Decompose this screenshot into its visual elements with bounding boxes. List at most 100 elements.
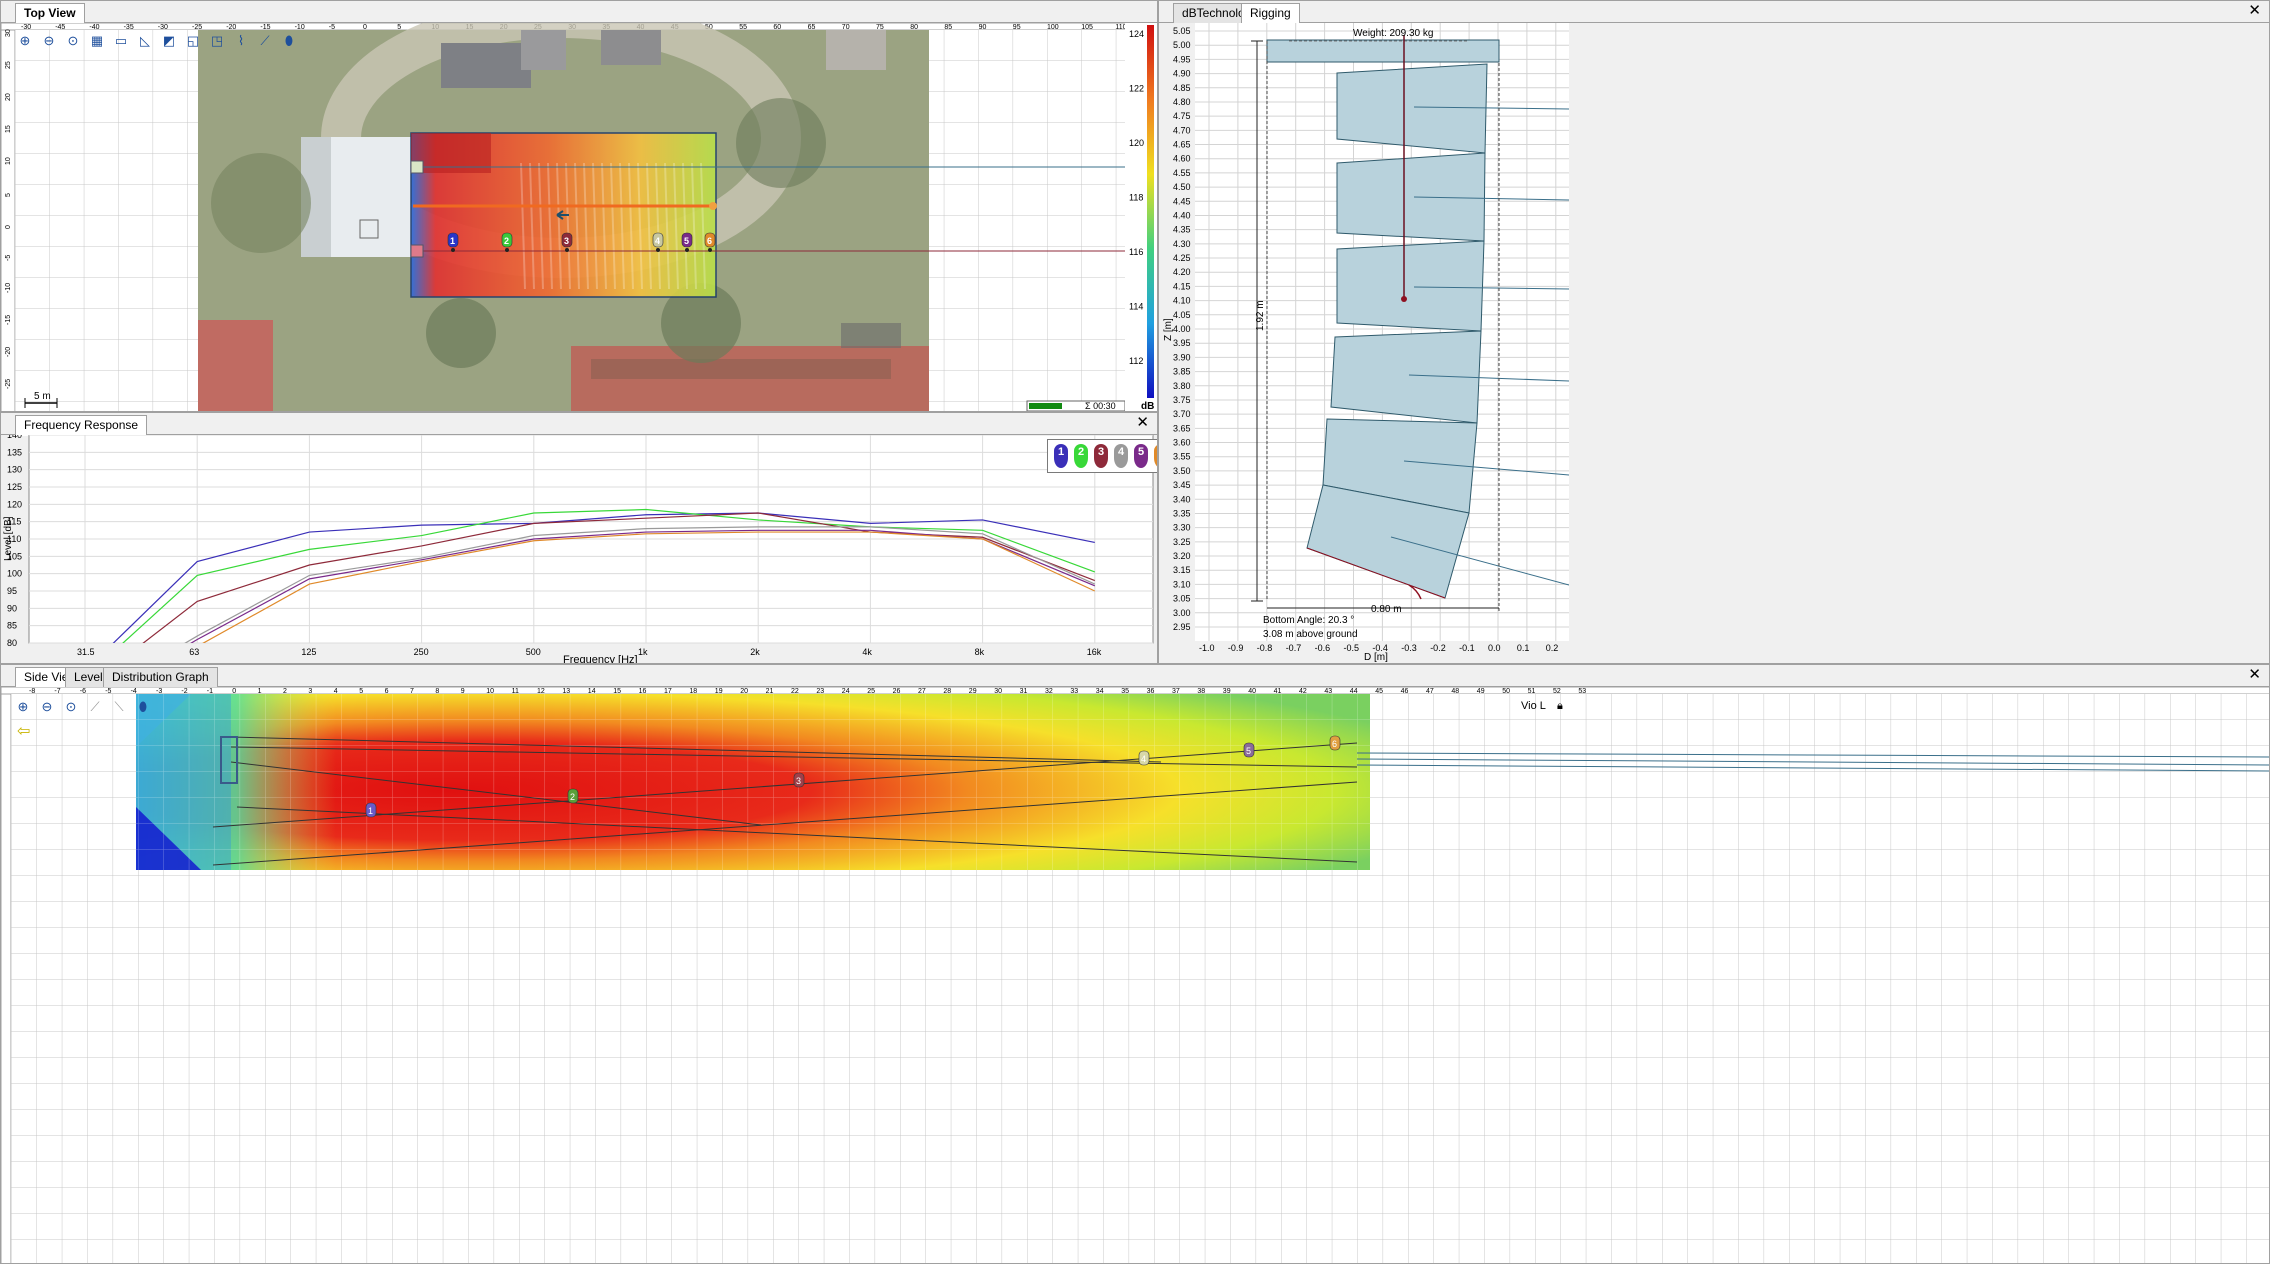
legend-receiver-2[interactable]: 2 xyxy=(1074,444,1088,468)
side-receiver-label: 4 xyxy=(1141,754,1146,764)
shape-tool-icon[interactable]: ◩ xyxy=(162,33,176,48)
receiver-marker: 1 xyxy=(447,232,459,252)
y-tick-label: 100 xyxy=(7,569,22,579)
series-line xyxy=(112,512,1095,643)
ruler-tick-label: 0 xyxy=(363,24,367,31)
side-zoom-fit-icon[interactable]: ⊙ xyxy=(65,699,77,714)
origin-marker-icon xyxy=(359,219,379,239)
side-view-receivers[interactable]: 1 2 3 4 5 6 xyxy=(365,735,1341,818)
grid-toggle-icon[interactable]: ▦ xyxy=(90,33,104,48)
side-chart-icon[interactable]: ⟋ xyxy=(90,699,100,714)
ruler-tick-label: 20 xyxy=(740,688,748,695)
y-tick-label: 90 xyxy=(7,603,17,613)
z-tick-label: 3.35 xyxy=(1173,508,1191,518)
ruler-tick-label: 49 xyxy=(1477,688,1485,695)
legend-receiver-3[interactable]: 3 xyxy=(1094,444,1108,468)
d-tick-label: -0.8 xyxy=(1257,643,1273,653)
z-tick-label: 3.25 xyxy=(1173,537,1191,547)
d-tick-label: 0.1 xyxy=(1517,643,1530,653)
x-tick-label: 500 xyxy=(526,647,541,657)
ruler-tick-label: 39 xyxy=(1223,688,1231,695)
time-label: Σ 00:30 xyxy=(1085,401,1116,411)
legend-receiver-5[interactable]: 5 xyxy=(1134,444,1148,468)
z-tick-label: 4.10 xyxy=(1173,296,1191,306)
ruler-tick-label: 2 xyxy=(283,688,287,695)
legend-receiver-4[interactable]: 4 xyxy=(1114,444,1128,468)
close-frequency-response-icon[interactable]: ✕ xyxy=(1136,414,1149,431)
tab-rigging[interactable]: Rigging xyxy=(1241,3,1300,24)
ruler-tick-label: 19 xyxy=(715,688,723,695)
d-tick-label: -0.3 xyxy=(1401,643,1417,653)
ruler-tick-label: 46 xyxy=(1401,688,1409,695)
side-receiver-icon[interactable]: ⬮ xyxy=(138,699,148,714)
z-tick-label: 4.80 xyxy=(1173,97,1191,107)
ruler-tick-label: 37 xyxy=(1172,688,1180,695)
side-zoom-out-icon[interactable]: ⊖ xyxy=(41,699,53,714)
frequency-response-panel: Frequency Response ✕ 80 85 90 95 100 105 110 11… xyxy=(0,412,1158,664)
ruler-tick-label: 44 xyxy=(1350,688,1358,695)
legend-receiver-1[interactable]: 1 xyxy=(1054,444,1068,468)
colorbar-tick-label: 124 xyxy=(1129,29,1144,39)
tab-frequency-response[interactable]: Frequency Response xyxy=(15,415,148,436)
z-tick-label: 3.50 xyxy=(1173,466,1191,476)
receiver-tool-icon[interactable]: ⬮ xyxy=(284,33,294,48)
ruler-tick-label: 41 xyxy=(1274,688,1282,695)
side-zoom-in-icon[interactable]: ⊕ xyxy=(17,699,29,714)
ruler-tick-label: -20 xyxy=(226,24,236,31)
ruler-tick-label: 30 xyxy=(994,688,1002,695)
ruler-tick-label: -15 xyxy=(260,24,270,31)
d-tick-label: -1.0 xyxy=(1199,643,1215,653)
ruler-tick-label: 0 xyxy=(5,225,12,229)
ruler-tick-label: 4 xyxy=(334,688,338,695)
poly-tool-icon[interactable]: ◺ xyxy=(140,33,150,48)
ruler-tick-label: 29 xyxy=(969,688,977,695)
legend-receiver-6[interactable]: 6 xyxy=(1154,444,1157,468)
tab-top-view[interactable]: Top View xyxy=(15,3,85,24)
back-arrow-icon[interactable]: ⇦ xyxy=(17,723,31,740)
y-tick-label: 120 xyxy=(7,499,22,509)
receiver-marker: 4 xyxy=(652,232,664,252)
side-line-icon[interactable]: ⟍ xyxy=(114,699,124,714)
ruler-tick-label: 65 xyxy=(808,24,816,31)
close-side-view-icon[interactable]: ✕ xyxy=(2248,666,2261,683)
ruler-tick-label: 32 xyxy=(1045,688,1053,695)
top-view-receivers[interactable]: 1 2 3 4 5 6 xyxy=(447,232,716,252)
close-rigging-icon[interactable]: ✕ xyxy=(2248,2,2261,19)
ruler-tick-label: 15 xyxy=(613,688,621,695)
zoom-in-icon[interactable]: ⊕ xyxy=(19,33,31,48)
top-view-vertical-ruler: 30 25 20 15 10 5 0 -5 -10 -15 -20 -25 xyxy=(5,29,12,389)
bevel-tool-icon[interactable]: ◳ xyxy=(210,33,224,48)
ruler-tick-label: 16 xyxy=(639,688,647,695)
ruler-tick-label: -1 xyxy=(207,688,213,695)
ruler-tick-label: 50 xyxy=(1502,688,1510,695)
zoom-fit-icon[interactable]: ⊙ xyxy=(67,33,79,48)
d-tick-label: -0.1 xyxy=(1459,643,1475,653)
ruler-tick-label: 45 xyxy=(1375,688,1383,695)
rigging-chart[interactable]: Weight: 209.30 kg 1.92 m 0.80 m Bottom A… xyxy=(1159,23,1569,663)
side-receiver-marker: 1 xyxy=(365,802,377,818)
ruler-tick-label: -5 xyxy=(5,255,12,261)
x-tick-label: 4k xyxy=(862,647,872,657)
rect-tool-icon[interactable]: ▭ xyxy=(114,33,128,48)
corner-tool-icon[interactable]: ◱ xyxy=(186,33,200,48)
side-receiver-marker: 2 xyxy=(567,788,579,804)
lock-icon[interactable]: 🔒︎ xyxy=(1557,700,1563,712)
top-view-canvas[interactable]: -30 -45 -40 -35 -30 -25 -20 -15 -10 -5 0 5 10 15 20 25 3… xyxy=(1,23,1158,412)
array-tool-icon[interactable]: ⌇ xyxy=(237,33,245,48)
side-view-canvas[interactable]: -8 -7 -6 -5 -4 -3 -2 -1 0 1 2 3 4 5 6 7 8 9 10 11 12 13 14 15 16… xyxy=(1,687,2270,1264)
ruler-tick-label: 9 xyxy=(461,688,465,695)
rigging-projection-lines xyxy=(1390,106,1569,586)
measure-tool-icon[interactable]: ⟋ xyxy=(260,33,270,48)
ruler-tick-label: 43 xyxy=(1324,688,1332,695)
ruler-tick-label: 105 xyxy=(1081,24,1093,31)
z-tick-label: 4.45 xyxy=(1173,196,1191,206)
zoom-out-icon[interactable]: ⊖ xyxy=(43,33,55,48)
ruler-tick-label: 3 xyxy=(308,688,312,695)
ruler-tick-label: 15 xyxy=(5,125,12,133)
playback-time-indicator[interactable]: Σ 00:30 xyxy=(1026,400,1126,411)
tab-distribution-graph[interactable]: Distribution Graph xyxy=(103,667,218,687)
ruler-tick-label: 11 xyxy=(512,688,519,695)
receiver-marker: 5 xyxy=(681,232,693,252)
